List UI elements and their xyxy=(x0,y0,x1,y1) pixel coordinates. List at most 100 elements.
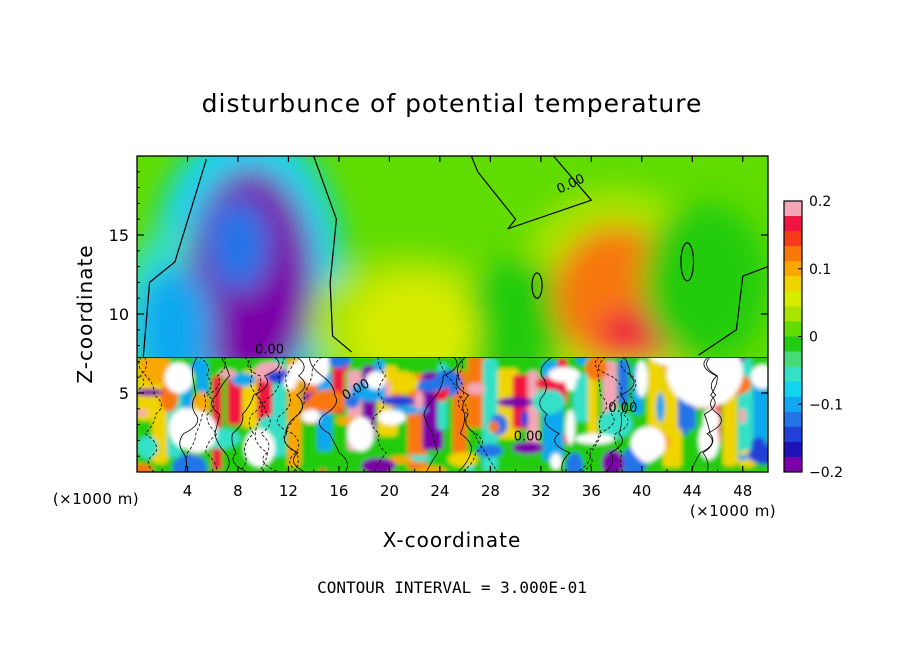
colorbar-swatch xyxy=(784,411,802,428)
upper-contour-lines xyxy=(142,156,768,357)
turbulence-eddy xyxy=(413,379,448,392)
x-tick-label: 32 xyxy=(531,482,550,500)
colorbar-swatch xyxy=(784,261,802,277)
lower-contour xyxy=(137,357,147,392)
turbulence-eddy xyxy=(476,444,503,458)
turbulence-eddy xyxy=(384,380,391,398)
lower-contour xyxy=(254,357,286,472)
field-feature xyxy=(641,203,768,359)
lower-contour xyxy=(614,357,637,472)
x-tick-label: 8 xyxy=(233,482,243,500)
lower-contour xyxy=(455,357,472,472)
colorbar-swatch xyxy=(784,216,802,232)
contour-label: 0.00 xyxy=(514,429,543,444)
turbulence-eddy xyxy=(447,452,479,467)
plot-area: 0.000.000.000.000.00 4 8 12 16 20 24 28 32 36 40 4… xyxy=(109,155,769,500)
contour-interval-note: CONTOUR INTERVAL = 3.000E-01 xyxy=(317,578,587,597)
turbulence-eddy xyxy=(386,455,414,464)
turbulence-eddy xyxy=(466,383,485,395)
lower-contour xyxy=(284,357,306,472)
colorbar-tick-label: 0 xyxy=(809,330,818,346)
turbulence-eddy xyxy=(497,397,534,408)
lower-contour xyxy=(231,357,280,472)
turbulence-eddy xyxy=(416,466,447,472)
lower-contour xyxy=(205,357,226,472)
y-axis: 5 10 15 xyxy=(109,171,768,457)
zero-contour-loop xyxy=(531,272,543,299)
x-tick-label: 44 xyxy=(683,482,702,500)
turbulence-eddy xyxy=(137,388,164,397)
turbulence-eddy xyxy=(137,409,149,416)
colorbar-swatch xyxy=(784,381,802,398)
out-of-range-patch xyxy=(565,409,575,445)
x-tick-label: 16 xyxy=(329,482,348,500)
colorbar-tick-label: 0.1 xyxy=(809,262,831,278)
zero-contour xyxy=(698,266,768,356)
x-tick-label: 24 xyxy=(430,482,449,500)
colorbar-swatch xyxy=(784,291,802,307)
turbulence-eddy xyxy=(381,395,416,406)
turbulence-eddy xyxy=(230,372,256,387)
zero-contour xyxy=(313,156,352,353)
colorbar-swatch xyxy=(784,336,802,353)
lower-contour xyxy=(423,357,458,472)
y-axis-title: Z-coordinate xyxy=(73,244,97,383)
zero-contour xyxy=(470,156,592,230)
colorbar-swatch xyxy=(784,366,802,383)
turbulence-cell xyxy=(152,358,168,464)
turbulence-cell xyxy=(587,362,598,439)
colorbar-swatch xyxy=(784,246,802,262)
colorbar-swatch xyxy=(784,231,802,247)
x-axis: 4 8 12 16 20 24 28 32 36 40 44 48 xyxy=(161,156,752,500)
turbulence-eddy xyxy=(414,391,424,410)
x-tick-label: 48 xyxy=(733,482,752,500)
x-tick-label: 40 xyxy=(632,482,651,500)
turbulence-eddy xyxy=(512,441,544,455)
out-of-range-patch xyxy=(635,360,648,398)
out-of-range-patch xyxy=(347,416,375,452)
chart-title: disturbunce of potential temperature xyxy=(202,89,703,118)
lower-contour xyxy=(455,357,499,472)
turbulence-eddy xyxy=(737,454,750,461)
turbulence-eddy xyxy=(137,435,159,459)
zero-contour-loop xyxy=(680,242,695,282)
x-unit-label-right: (×1000 m) xyxy=(690,502,776,520)
y-tick-label: 10 xyxy=(109,305,129,324)
lower-contour xyxy=(309,357,348,472)
turbulence-eddy xyxy=(172,453,208,472)
lower-contour xyxy=(580,357,622,472)
colorbar-swatch xyxy=(784,201,802,217)
turbulence-cell xyxy=(527,370,539,454)
x-tick-label: 12 xyxy=(279,482,298,500)
turbulence-eddy xyxy=(682,428,689,436)
turbulence-eddy xyxy=(520,410,529,428)
lower-contour xyxy=(702,357,718,472)
colorbar-swatch xyxy=(784,441,802,458)
x-unit-label: (×1000 m) xyxy=(53,490,139,508)
lower-contour xyxy=(438,357,484,472)
out-of-range-patch xyxy=(575,433,615,445)
lower-contour xyxy=(371,357,387,472)
out-of-range-patch xyxy=(365,371,386,390)
colorbar-tick-label: −0.2 xyxy=(809,465,843,481)
lower-contour xyxy=(211,357,230,472)
out-of-range-patch xyxy=(698,421,720,460)
colorbar-swatch xyxy=(784,276,802,292)
colorbar-swatch xyxy=(784,321,802,337)
out-of-range-patch xyxy=(164,362,194,394)
colorbar-swatch xyxy=(784,351,802,368)
lower-contour xyxy=(604,357,635,472)
lower-contour xyxy=(244,357,279,472)
zero-contour xyxy=(142,159,207,357)
out-of-range-patch xyxy=(244,428,275,467)
lower-contour xyxy=(276,357,300,472)
turbulence-eddy xyxy=(656,392,665,423)
out-of-range-patch xyxy=(635,435,659,463)
turbulence-eddy xyxy=(307,389,347,413)
out-of-range-patch xyxy=(377,410,406,425)
colorbar-swatch xyxy=(784,396,802,413)
lower-contour xyxy=(577,357,608,472)
turbulence-eddy xyxy=(218,369,237,378)
out-of-range-patch xyxy=(301,409,321,423)
